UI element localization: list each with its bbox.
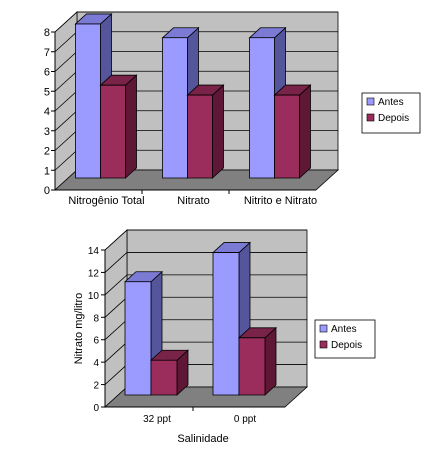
y-tick-label: 4: [93, 358, 99, 369]
bar-front: [150, 359, 178, 396]
bar-front: [187, 94, 213, 179]
y-tick-label: 1: [44, 165, 50, 177]
y-tick-label: 14: [88, 246, 100, 257]
gridline: [54, 11, 338, 33]
y-tick-label: 12: [88, 268, 100, 279]
y-tick-label: 0: [44, 185, 50, 197]
legend-label-depois: Depois: [378, 113, 409, 124]
bar-front: [274, 94, 300, 179]
y-tick-label: 7: [44, 47, 50, 59]
bar-front: [100, 84, 126, 179]
side-wall: [104, 229, 128, 408]
y-tick-label: 6: [93, 336, 99, 347]
bar-depois-1: [149, 349, 190, 396]
x-tick-label: Nitrato: [177, 195, 209, 207]
legend-swatch-depois: [319, 340, 328, 349]
x-tick-label: Nitrogênio Total: [68, 195, 144, 207]
bar-side: [299, 84, 311, 179]
legend-swatch-antes: [319, 324, 328, 333]
chart-1: 0 1 2 3 4 5 6 7 8 Nitrogênio Total Nitrato Nitrito …: [44, 11, 421, 207]
y-tick-label: 8: [93, 313, 99, 324]
gridline: [104, 229, 307, 251]
y-tick-label: 10: [88, 291, 100, 302]
chart-2: 0 2 4 6 8 10 12 14 32 ppt 0 ppt Salinidade Nitrato …: [73, 229, 376, 445]
y-axis-title: Nitrato mg/litro: [73, 293, 85, 365]
bar-front: [212, 252, 240, 396]
bar-front: [124, 281, 152, 396]
bar-depois-3: [273, 84, 312, 179]
bar-depois-2: [237, 326, 278, 396]
bar-side: [264, 326, 277, 396]
legend-label-antes: Antes: [378, 97, 404, 108]
x-tick-label: 0 ppt: [234, 414, 256, 425]
x-axis-title: Salinidade: [177, 433, 228, 445]
y-tick-label: 4: [44, 106, 50, 118]
legend-label-depois: Depois: [331, 340, 362, 351]
bar-side: [212, 84, 224, 179]
bar-side: [125, 74, 137, 179]
y-tick-label: 8: [44, 27, 50, 39]
legend: Antes Depois: [361, 92, 421, 134]
x-tick-label: Nitrito e Nitrato: [244, 195, 317, 207]
y-tick-label: 3: [44, 126, 50, 138]
legend: Antes Depois: [314, 319, 376, 359]
bar-front: [75, 23, 101, 179]
bar-front: [249, 37, 275, 179]
bar-front: [238, 337, 266, 396]
y-tick-label: 0: [93, 403, 99, 414]
legend-swatch-antes: [366, 97, 375, 106]
y-tick-label: 5: [44, 86, 50, 98]
legend-label-antes: Antes: [331, 324, 357, 335]
bar-depois-2: [186, 84, 225, 179]
y-tick-label: 6: [44, 67, 50, 79]
bar-depois-1: [99, 74, 138, 179]
y-tick-label: 2: [44, 146, 50, 158]
y-tick-label: 2: [93, 381, 99, 392]
bar-front: [162, 37, 188, 179]
legend-swatch-depois: [366, 113, 375, 122]
x-tick-label: 32 ppt: [143, 414, 171, 425]
